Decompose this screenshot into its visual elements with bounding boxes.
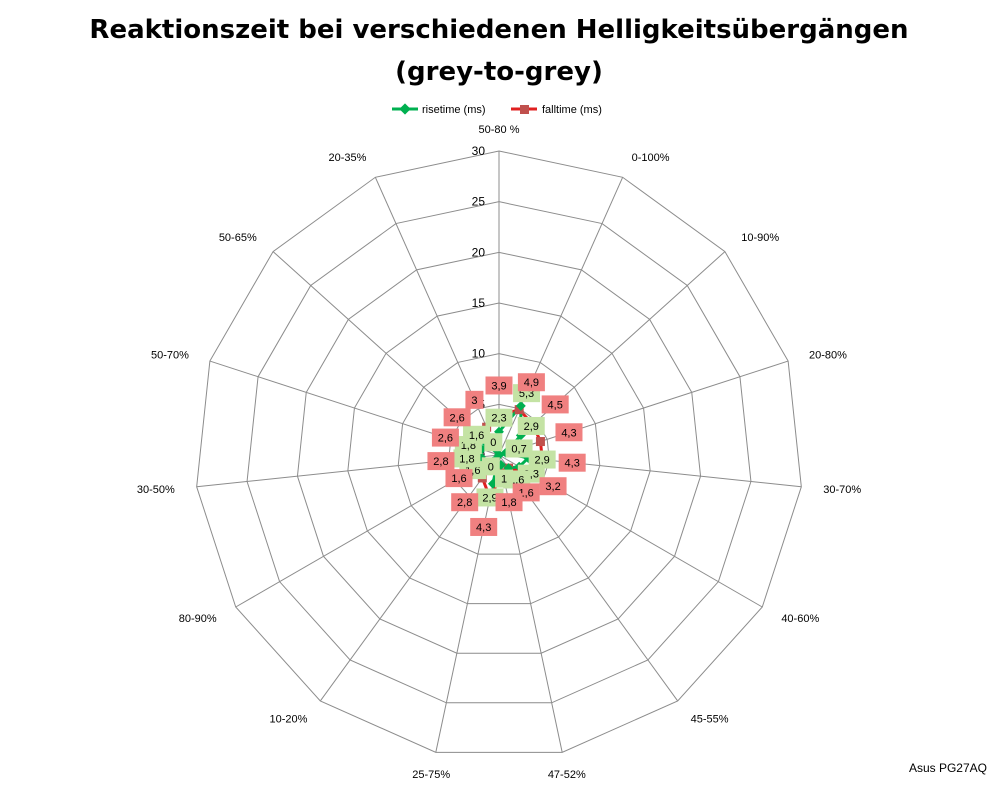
category-label: 80-90% bbox=[179, 613, 217, 625]
falltime-label-bg bbox=[431, 428, 459, 447]
category-label: 10-20% bbox=[269, 714, 307, 726]
category-label: 47-52% bbox=[548, 769, 586, 781]
risetime-label-bg bbox=[528, 450, 556, 469]
risetime-data-label: 1,8 bbox=[459, 453, 474, 465]
legend-falltime-marker bbox=[520, 105, 529, 114]
falltime-marker bbox=[535, 437, 545, 447]
falltime-label-bg bbox=[495, 493, 523, 512]
falltime-label-bg bbox=[555, 423, 583, 442]
chart-title: Reaktionszeit bei verschiedenen Helligke… bbox=[89, 15, 908, 45]
risetime-data-label: 2,3 bbox=[491, 413, 506, 425]
tick-label: 15 bbox=[472, 296, 486, 310]
tick-label: 10 bbox=[472, 347, 486, 361]
falltime-data-label: 3 bbox=[471, 395, 477, 407]
falltime-data-label: 1,6 bbox=[451, 473, 466, 485]
falltime-label-bg bbox=[485, 376, 513, 395]
falltime-data-label: 2,6 bbox=[449, 412, 464, 424]
grid-spoke bbox=[374, 177, 500, 456]
falltime-data-label: 4,5 bbox=[548, 399, 563, 411]
risetime-marker bbox=[515, 400, 526, 411]
falltime-data-label: 4,3 bbox=[561, 427, 576, 439]
category-label: 20-35% bbox=[328, 152, 366, 164]
category-labels: 50-80 % 0-100% 10-90% 20-80% 30-70% 40-60% 45-… bbox=[137, 124, 861, 781]
category-label: 25-75% bbox=[412, 769, 450, 781]
grid-ring bbox=[347, 302, 651, 605]
risetime-label-bg bbox=[517, 416, 545, 435]
falltime-data-label: 2,8 bbox=[433, 456, 448, 468]
risetime-data-label: 0 bbox=[488, 461, 494, 473]
falltime-data-label: 1,8 bbox=[501, 497, 516, 509]
risetime-data-label: 1 bbox=[501, 474, 507, 486]
falltime-label-bg bbox=[539, 477, 567, 496]
legend-risetime-marker bbox=[399, 103, 411, 115]
tick-label: 20 bbox=[472, 245, 486, 259]
tick-label: 30 bbox=[472, 144, 486, 158]
category-label: 0-100% bbox=[632, 152, 670, 164]
category-label: 30-70% bbox=[823, 484, 861, 496]
risetime-data-label: 0,7 bbox=[511, 443, 526, 455]
risetime-label-bg bbox=[505, 439, 533, 458]
falltime-data-label: 2,6 bbox=[438, 433, 453, 445]
radial-tick-labels: 051015202530 bbox=[472, 144, 486, 462]
category-label: 45-55% bbox=[691, 714, 729, 726]
falltime-data-label: 4,9 bbox=[524, 377, 539, 389]
falltime-label-bg bbox=[465, 390, 484, 409]
category-label: 20-80% bbox=[809, 349, 847, 361]
category-label: 10-90% bbox=[741, 232, 779, 244]
legend-risetime-label: risetime (ms) bbox=[422, 104, 486, 116]
risetime-data-label: 1,6 bbox=[469, 430, 484, 442]
risetime-data-label: 0 bbox=[490, 437, 496, 449]
category-label: 50-80 % bbox=[479, 124, 520, 136]
falltime-label-bg bbox=[470, 517, 498, 536]
falltime-label-bg bbox=[443, 408, 471, 427]
falltime-label-bg bbox=[517, 373, 545, 392]
risetime-data-label: 2,9 bbox=[524, 421, 539, 433]
falltime-label-bg bbox=[427, 452, 455, 471]
monitor-name: Asus PG27AQ bbox=[909, 761, 987, 775]
category-label: 50-70% bbox=[151, 349, 189, 361]
risetime-label-bg bbox=[463, 425, 491, 444]
chart-subtitle: (grey-to-grey) bbox=[395, 57, 603, 87]
grid-ring bbox=[246, 201, 752, 704]
falltime-data-label: 2,8 bbox=[457, 497, 472, 509]
grid-ring bbox=[196, 150, 802, 753]
category-label: 50-65% bbox=[219, 232, 257, 244]
risetime-label-bg bbox=[485, 408, 513, 427]
risetime-data-label: 2,9 bbox=[535, 455, 550, 467]
falltime-label-bg bbox=[451, 493, 479, 512]
category-label: 30-50% bbox=[137, 484, 175, 496]
legend: risetime (ms) falltime (ms) bbox=[392, 103, 602, 116]
falltime-data-label: 4,3 bbox=[565, 458, 580, 470]
grid-ring bbox=[296, 251, 702, 654]
risetime-data-label: 2,9 bbox=[482, 492, 497, 504]
falltime-data-label: 3,9 bbox=[491, 380, 506, 392]
grid-ring bbox=[397, 353, 601, 555]
data-labels: 2,35,32,90,72,92,31,612,901,61,81,81,603… bbox=[427, 373, 586, 536]
falltime-label-bg bbox=[541, 395, 569, 414]
falltime-label-bg bbox=[445, 469, 473, 488]
falltime-label-bg bbox=[558, 453, 586, 472]
category-label: 40-60% bbox=[781, 613, 819, 625]
grid-spoke bbox=[319, 454, 500, 702]
falltime-data-label: 4,3 bbox=[476, 522, 491, 534]
risetime-label-bg bbox=[484, 433, 503, 452]
falltime-marker bbox=[514, 405, 524, 415]
grid-spoke bbox=[498, 360, 789, 456]
tick-label: 25 bbox=[472, 195, 486, 209]
legend-falltime-label: falltime (ms) bbox=[542, 104, 602, 116]
falltime-data-label: 3,2 bbox=[545, 481, 560, 493]
